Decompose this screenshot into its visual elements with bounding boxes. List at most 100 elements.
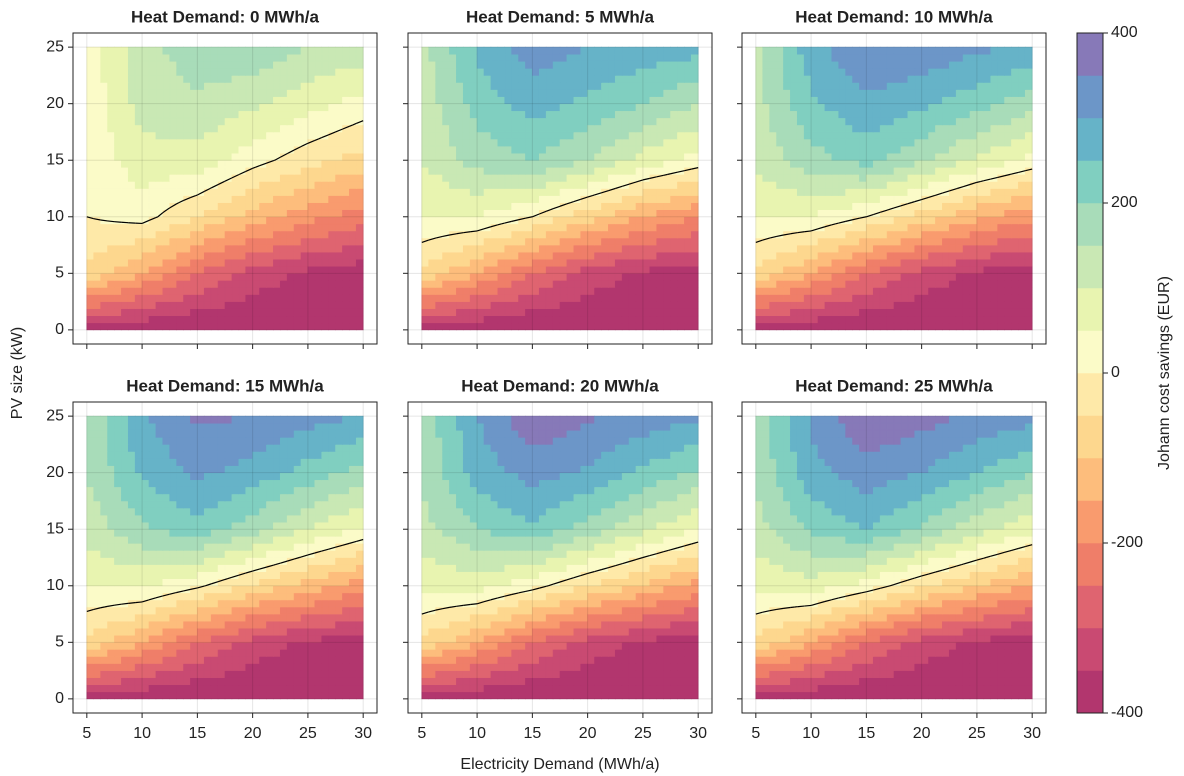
contour-cell — [538, 145, 547, 154]
contour-cell — [649, 202, 658, 211]
contour-cell — [969, 60, 978, 69]
contour-cell — [866, 89, 874, 97]
contour-cell — [997, 68, 1005, 76]
contour-cell — [293, 223, 302, 232]
contour-cell — [559, 89, 568, 97]
contour-cell — [893, 237, 902, 246]
contour-cell — [525, 301, 533, 309]
contour-cell — [559, 216, 568, 225]
contour-cell — [796, 273, 805, 281]
contour-cell — [300, 280, 309, 288]
contour-cell — [203, 265, 212, 274]
contour-cell — [769, 60, 777, 69]
contour-cell — [803, 273, 812, 281]
contour-cell — [100, 251, 108, 260]
contour-cell — [983, 166, 992, 175]
contour-cell — [490, 237, 499, 246]
contour-cell — [559, 46, 568, 55]
contour-cell — [525, 174, 533, 182]
contour-cell — [190, 273, 198, 281]
contour-cell — [942, 244, 950, 253]
contour-cell — [349, 322, 357, 331]
contour-cell — [921, 145, 929, 154]
contour-cell — [217, 46, 226, 55]
contour-cell — [545, 174, 554, 182]
contour-cell — [1018, 75, 1026, 83]
contour-cell — [518, 53, 526, 62]
contour-cell — [328, 82, 336, 90]
contour-cell — [859, 294, 867, 302]
contour-line — [155, 216, 159, 219]
contour-cell — [328, 258, 336, 267]
contour-cell — [442, 195, 450, 203]
contour-cell — [127, 280, 136, 288]
contour-cell — [141, 174, 150, 182]
contour-cell — [690, 131, 699, 140]
contour-cell — [134, 152, 143, 161]
contour-cell — [259, 46, 267, 55]
contour-cell — [197, 202, 205, 211]
contour-cell — [266, 138, 274, 147]
contour-cell — [335, 216, 343, 225]
contour-cell — [217, 308, 226, 317]
contour-cell — [621, 159, 630, 168]
contour-cell — [224, 216, 233, 225]
contour-cell — [810, 103, 819, 112]
contour-cell — [525, 308, 533, 317]
contour-cell — [155, 244, 164, 253]
contour-cell — [559, 181, 568, 189]
contour-cell — [197, 159, 205, 168]
contour-cell — [907, 68, 916, 76]
contour-cell — [342, 188, 350, 196]
contour-cell — [490, 265, 499, 274]
contour-cell — [942, 60, 950, 69]
contour-cell — [838, 166, 846, 175]
contour-cell — [462, 159, 471, 168]
contour-cell — [614, 152, 623, 161]
contour-cell — [476, 75, 485, 83]
contour-cell — [677, 230, 685, 239]
contour-cell — [107, 53, 115, 62]
contour-cell — [900, 280, 909, 288]
contour-cell — [690, 46, 699, 55]
contour-cell — [210, 258, 219, 267]
contour-cell — [217, 230, 226, 239]
contour-cell — [518, 82, 526, 90]
contour-cell — [279, 273, 288, 281]
contour-cell — [273, 89, 281, 97]
contour-cell — [483, 138, 492, 147]
contour-cell — [197, 138, 205, 147]
contour-cell — [566, 89, 575, 97]
contour-cell — [197, 294, 205, 302]
contour-cell — [983, 258, 992, 267]
contour-cell — [100, 301, 108, 309]
contour-cell — [845, 68, 853, 76]
contour-cell — [210, 117, 219, 126]
contour-cell — [435, 223, 443, 232]
contour-cell — [428, 110, 436, 119]
contour-line — [301, 142, 309, 147]
contour-cell — [879, 96, 888, 104]
contour-cell — [1011, 60, 1019, 69]
contour-cell — [656, 308, 664, 317]
contour-cell — [518, 68, 526, 76]
contour-cell — [559, 308, 568, 317]
contour-cell — [955, 202, 964, 211]
contour-cell — [483, 301, 492, 309]
contour-cell — [217, 68, 226, 76]
contour-cell — [990, 202, 998, 211]
contour-cell — [504, 230, 512, 239]
contour-cell — [293, 202, 302, 211]
contour-cell — [845, 195, 853, 203]
contour-cell — [293, 301, 302, 309]
contour-cell — [803, 188, 812, 196]
contour-cell — [621, 96, 630, 104]
contour-cell — [824, 188, 833, 196]
contour-cell — [141, 103, 150, 112]
contour-cell — [1004, 202, 1012, 211]
contour-cell — [525, 46, 533, 55]
contour-cell — [935, 46, 943, 55]
contour-cell — [642, 294, 651, 302]
contour-cell — [866, 280, 874, 288]
contour-cell — [670, 159, 678, 168]
